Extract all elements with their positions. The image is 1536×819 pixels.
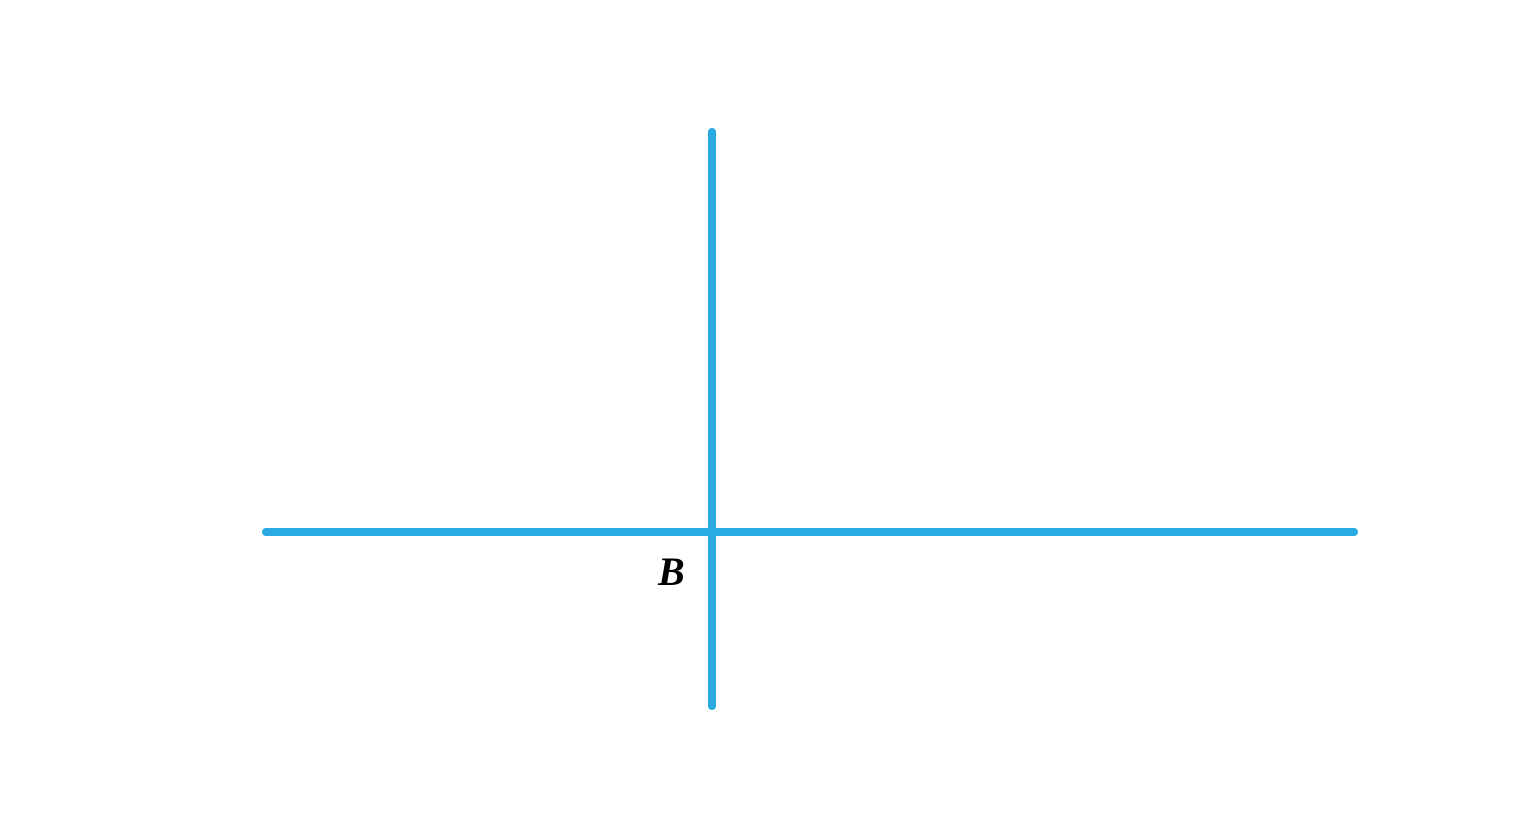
horizontal-line (262, 528, 1358, 536)
point-b-label: B (658, 548, 685, 595)
vertical-line (708, 128, 716, 710)
